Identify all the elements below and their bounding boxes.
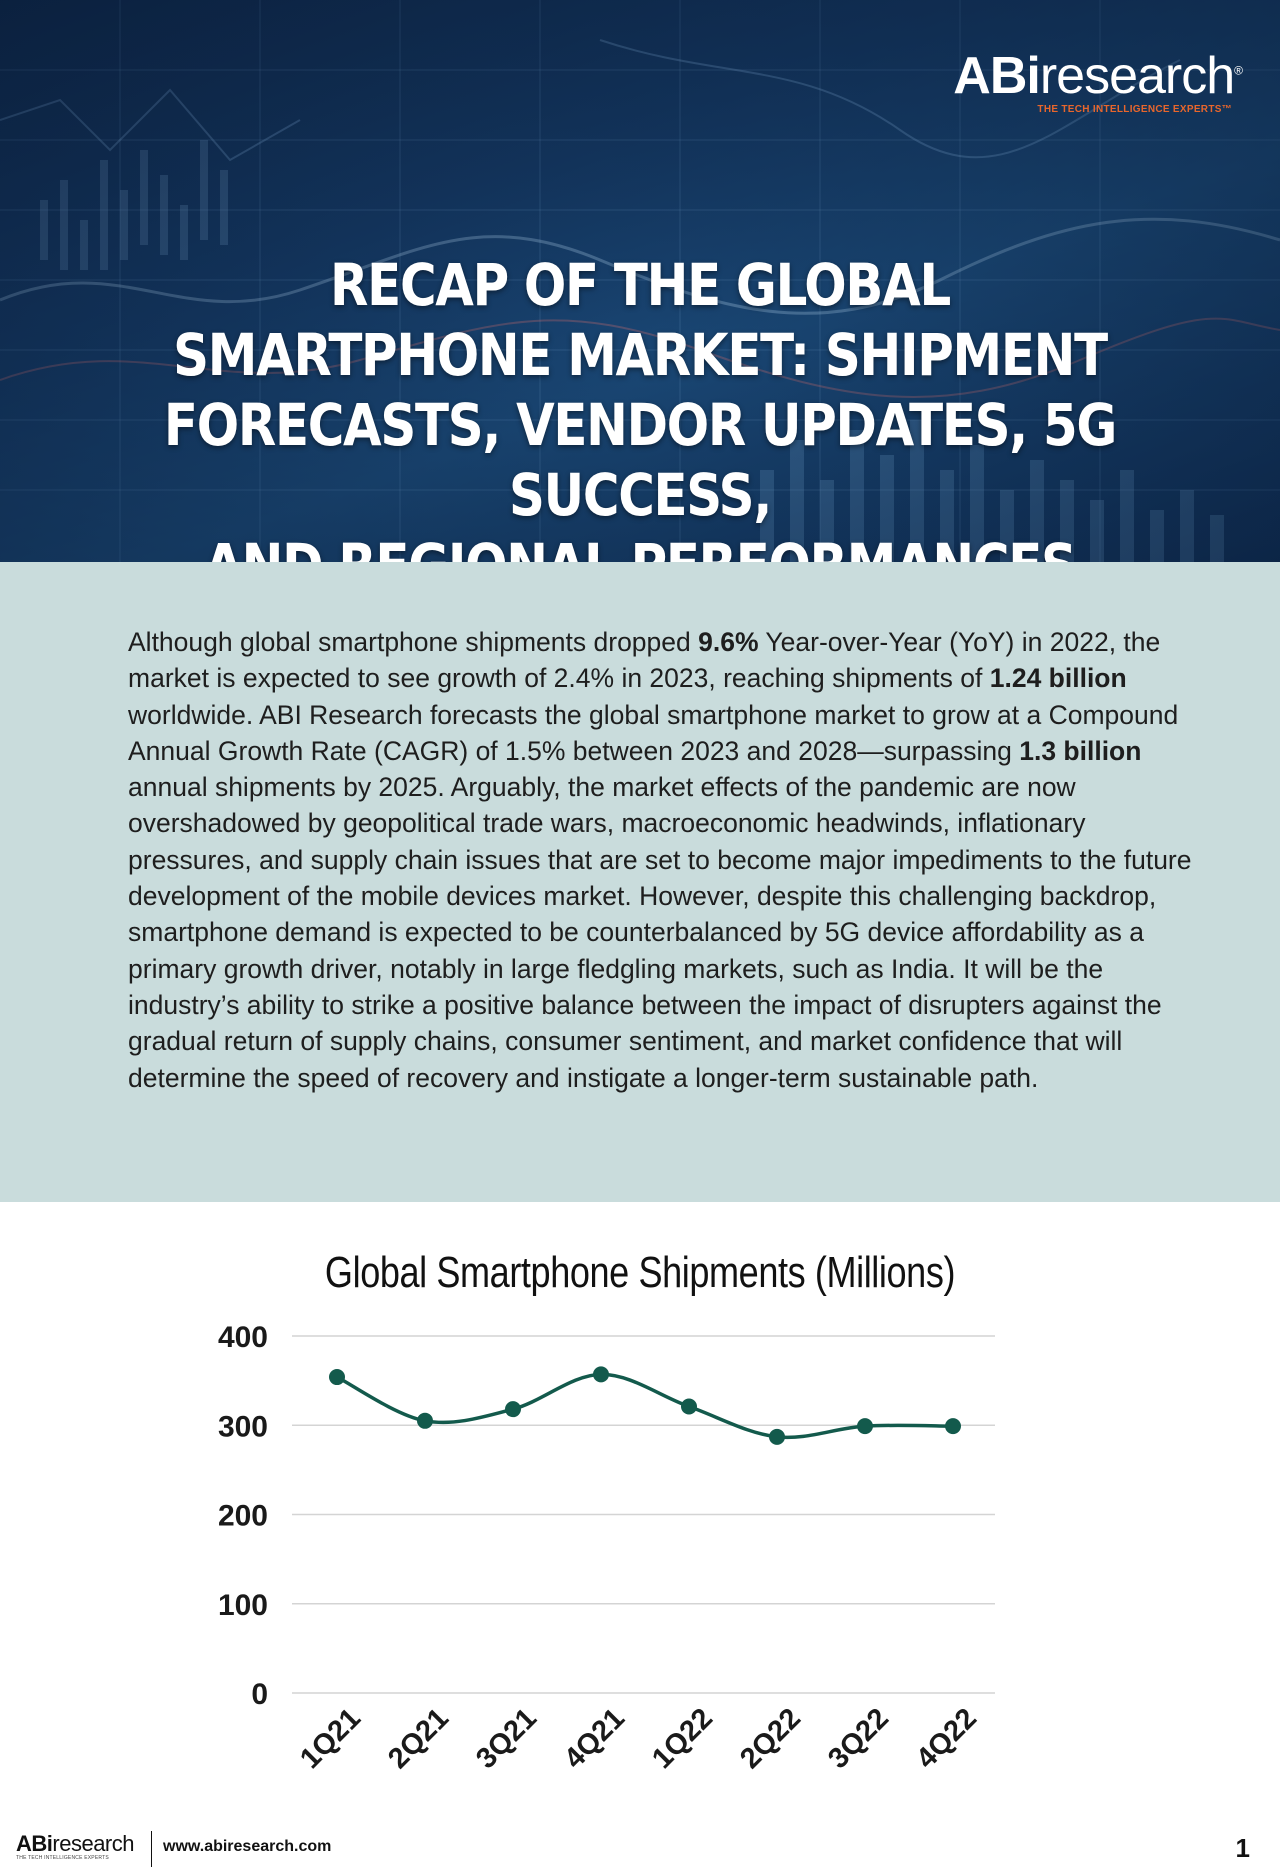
x-tick-label: 1Q21 [294, 1702, 367, 1775]
y-tick-label: 0 [251, 1678, 268, 1711]
data-point [417, 1412, 433, 1429]
footer-divider [151, 1831, 152, 1867]
intro-section: Although global smartphone shipments dro… [0, 562, 1280, 1202]
x-tick-label: 2Q22 [734, 1702, 807, 1775]
intro-bold-stat-2023-shipments: 1.24 billion [989, 663, 1127, 694]
x-tick-label: 4Q22 [910, 1702, 983, 1775]
intro-text-segment: Year-over-Year (YoY) in 2022, the market… [128, 627, 1161, 694]
y-tick-label: 400 [218, 1321, 268, 1354]
logo-abi-text: ABi [953, 47, 1041, 105]
data-point [681, 1398, 697, 1415]
intro-paragraph: Although global smartphone shipments dro… [128, 624, 1208, 1096]
data-point [945, 1418, 961, 1435]
data-point [769, 1428, 785, 1445]
title-line-2: SMARTPHONE MARKET: SHIPMENT [173, 321, 1108, 389]
title-line-3: FORECASTS, VENDOR UPDATES, 5G SUCCESS, [163, 391, 1117, 529]
footer-logo: ABiresearch THE TECH INTELLIGENCE EXPERT… [16, 1831, 134, 1862]
page-number: 1 [1235, 1833, 1250, 1863]
data-point [329, 1369, 345, 1386]
page-footer: ABiresearch THE TECH INTELLIGENCE EXPERT… [0, 1825, 1280, 1875]
title-line-1: RECAP OF THE GLOBAL [330, 251, 951, 319]
intro-bold-stat-yoy-drop: 9.6% [698, 627, 759, 657]
footer-website-link[interactable]: www.abiresearch.com [163, 1838, 332, 1855]
page-title: RECAP OF THE GLOBAL SMARTPHONE MARKET: S… [124, 250, 1156, 562]
y-tick-label: 200 [218, 1500, 268, 1533]
hero-overlay [0, 0, 1280, 562]
hero-banner: ABiresearch® THE TECH INTELLIGENCE EXPER… [0, 0, 1280, 562]
footer-logo-tagline: THE TECH INTELLIGENCE EXPERTS [16, 1855, 109, 1861]
intro-text-segment: annual shipments by 2025. Arguably, the … [128, 772, 1192, 1093]
x-tick-label: 3Q21 [470, 1702, 543, 1775]
logo-tagline: THE TECH INTELLIGENCE EXPERTS™ [1037, 104, 1232, 115]
intro-text-segment: worldwide. ABI Research forecasts the gl… [128, 699, 1179, 766]
data-point [593, 1366, 609, 1383]
footer-logo-abi: ABi [16, 1831, 53, 1856]
footer-logo-research: research [52, 1831, 134, 1856]
y-tick-label: 100 [218, 1589, 268, 1622]
data-point [857, 1418, 873, 1435]
logo-research-text: research [1039, 47, 1235, 105]
chart-title: Global Smartphone Shipments (Millions) [324, 1248, 956, 1297]
y-tick-label: 300 [218, 1410, 268, 1443]
logo-registered-mark: ® [1234, 63, 1243, 78]
abi-research-logo: ABiresearch® THE TECH INTELLIGENCE EXPER… [953, 47, 1243, 115]
x-tick-label: 1Q22 [646, 1702, 719, 1775]
x-tick-label: 4Q21 [558, 1702, 631, 1775]
x-tick-label: 2Q21 [382, 1702, 455, 1775]
data-point [505, 1401, 521, 1418]
intro-bold-stat-2025-shipments: 1.3 billion [1019, 735, 1142, 766]
x-tick-label: 3Q22 [822, 1702, 895, 1775]
shipments-line-chart: 400 300 200 100 0 1Q21 2Q21 3Q21 4Q21 1Q22 2Q22 3Q2… [218, 1321, 995, 1775]
title-line-4: AND REGIONAL PERFORMANCES [204, 531, 1077, 562]
intro-text-segment: Although global smartphone shipments dro… [128, 627, 699, 657]
